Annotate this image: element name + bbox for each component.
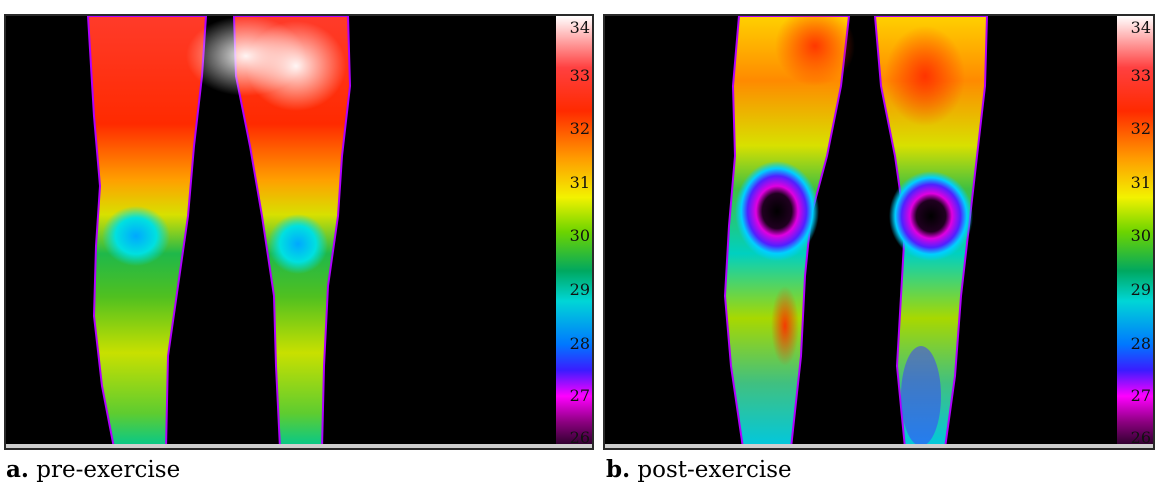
- scale-label: 29: [569, 280, 590, 299]
- top-margin: [0, 0, 1156, 14]
- hot-spot: [775, 16, 855, 86]
- hot-spot: [246, 21, 346, 111]
- thermal-image-post-exercise: 34 33 32 31 30 29 28 27 26: [603, 14, 1155, 450]
- caption-letter: b.: [606, 456, 631, 483]
- caption-text: post-exercise: [637, 457, 792, 483]
- thermal-image-pre-exercise: 34 33 32 31 30 29 28 27 26: [4, 14, 594, 450]
- scale-label: 26: [569, 428, 590, 447]
- scale-label: 33: [1130, 66, 1151, 85]
- cool-region: [901, 346, 941, 446]
- caption-post-exercise: b. post-exercise: [606, 456, 792, 483]
- thermogram-legs-post: [723, 16, 989, 448]
- scale-label: 30: [1130, 226, 1151, 245]
- scale-label: 31: [1130, 173, 1151, 192]
- image-bottom-border: [605, 444, 1153, 448]
- cold-spot-knee: [735, 161, 819, 261]
- caption-text: pre-exercise: [36, 457, 181, 483]
- hot-spot: [885, 26, 965, 126]
- temperature-scale: 34 33 32 31 30 29 28 27 26: [1117, 16, 1153, 448]
- thermogram-legs-pre: [86, 16, 352, 448]
- caption-letter: a.: [6, 456, 29, 483]
- scale-label: 33: [569, 66, 590, 85]
- scale-label: 28: [569, 334, 590, 353]
- scale-label: 32: [569, 119, 590, 138]
- cold-spot-knee: [889, 171, 973, 261]
- scale-label: 30: [569, 226, 590, 245]
- scale-label: 31: [569, 173, 590, 192]
- cool-spot-knee: [102, 206, 170, 266]
- cool-spot-knee: [268, 214, 328, 274]
- scale-label: 34: [1130, 18, 1151, 37]
- image-bottom-border: [6, 444, 592, 448]
- caption-pre-exercise: a. pre-exercise: [6, 456, 180, 483]
- hot-spot: [771, 286, 799, 366]
- scale-label: 27: [569, 386, 590, 405]
- temperature-scale: 34 33 32 31 30 29 28 27 26: [556, 16, 592, 448]
- scale-label: 26: [1130, 428, 1151, 447]
- scale-label: 28: [1130, 334, 1151, 353]
- scale-label: 32: [1130, 119, 1151, 138]
- scale-label: 34: [569, 18, 590, 37]
- scale-label: 27: [1130, 386, 1151, 405]
- scale-label: 29: [1130, 280, 1151, 299]
